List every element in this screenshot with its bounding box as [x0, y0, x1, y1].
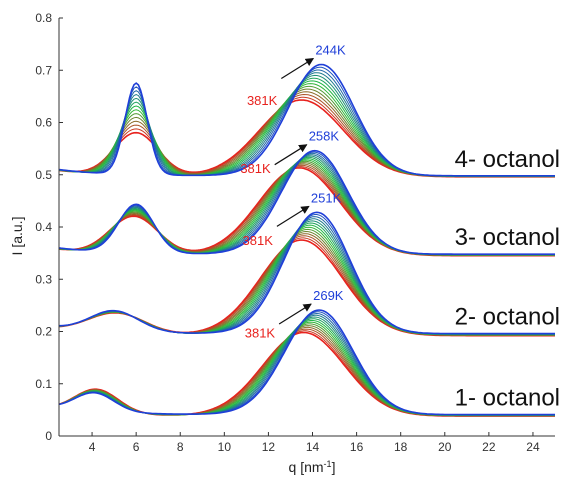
- y-tick-label: 0.5: [35, 168, 52, 182]
- x-tick-label: 14: [306, 440, 320, 454]
- y-tick-label: 0: [45, 429, 52, 443]
- x-tick-label: 22: [482, 440, 496, 454]
- x-axis-label-base: q [nm: [289, 459, 324, 475]
- curve-layer: [58, 63, 555, 417]
- ticks: 4 6 8 10 12 14 16 18 20 22 24 0 0.1 0.2 0.3 0.4 0.5 0.6 0.…: [35, 11, 540, 454]
- temperature-arrow: [278, 303, 312, 325]
- sample-name-label: 2- octanol: [455, 304, 560, 331]
- y-tick-label: 0.3: [35, 272, 52, 286]
- high-temperature-label: 381K: [247, 93, 278, 108]
- y-tick-label: 0.2: [35, 325, 52, 339]
- sample-name-label: 3- octanol: [455, 224, 560, 251]
- sample-name-label: 4- octanol: [455, 146, 560, 173]
- x-tick-label: 10: [218, 440, 232, 454]
- series-line: [59, 211, 555, 335]
- sample-curves-1: [58, 309, 555, 417]
- x-tick-label: 18: [394, 440, 408, 454]
- low-temperature-label: 269K: [313, 288, 344, 303]
- sample-name-label: 1- octanol: [455, 385, 560, 412]
- y-tick-label: 0.8: [35, 11, 52, 25]
- high-temperature-label: 381K: [243, 233, 274, 248]
- series-line: [58, 309, 555, 416]
- low-temperature-label: 258K: [309, 129, 340, 144]
- x-axis-label: q [nm-1]: [289, 459, 336, 475]
- x-tick-label: 8: [177, 440, 184, 454]
- low-temperature-label: 251K: [311, 190, 342, 205]
- y-axis-label: I [a.u.]: [9, 217, 25, 256]
- x-tick-label: 4: [89, 440, 96, 454]
- y-tick-label: 0.6: [35, 116, 52, 130]
- annotations: 269K 381K 1- octanol 251K 381K 2- octanol 258K…: [240, 42, 560, 411]
- x-axis-label-end: ]: [332, 459, 336, 475]
- temperature-arrow: [274, 144, 308, 166]
- sample-curves-4: [58, 63, 555, 178]
- y-tick-label: 0.7: [35, 63, 52, 77]
- x-tick-label: 6: [133, 440, 140, 454]
- high-temperature-label: 381K: [245, 326, 276, 341]
- low-temperature-label: 244K: [315, 42, 346, 57]
- sample-curves-3: [58, 149, 555, 257]
- y-tick-label: 0.4: [35, 220, 52, 234]
- y-tick-label: 0.1: [35, 377, 52, 391]
- x-tick-label: 20: [438, 440, 452, 454]
- temperature-arrow: [276, 205, 310, 227]
- temperature-arrow: [281, 57, 315, 79]
- high-temperature-label: 381K: [240, 161, 271, 176]
- x-tick-label: 24: [526, 440, 540, 454]
- x-axis-label-sup: -1: [324, 459, 332, 469]
- series-line: [58, 149, 555, 255]
- series-line: [58, 63, 555, 177]
- sample-curves-2: [58, 211, 555, 337]
- x-tick-label: 12: [262, 440, 276, 454]
- x-tick-label: 16: [350, 440, 364, 454]
